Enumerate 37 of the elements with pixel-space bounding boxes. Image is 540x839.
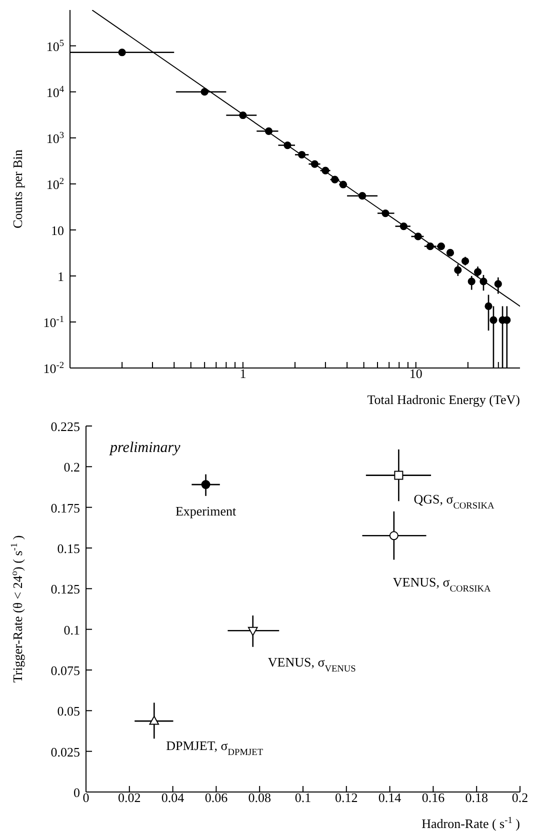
y-tick-label: 0.075 [50,663,80,678]
y-tick-label: 10$^{-1}$ [43,314,64,330]
y-tick-label: 0.1 [64,622,80,638]
y-tick-label: 10$^{5}$ [46,38,64,54]
y-tick-label: 0.125 [50,582,80,597]
y-tick-label: 0.025 [50,744,80,760]
x-tick-label: 0.08 [248,790,271,805]
series-label: Experiment [175,504,236,519]
y-tick-label: 0.225 [50,419,80,434]
y-tick-label: 0.05 [57,704,80,719]
y-tick-label: 0.2 [64,460,80,475]
series-label: VENUS, σ$_{VENUS}$ [268,654,356,675]
y-tick-label: 10 [51,222,64,238]
x-tick-label: 0.02 [118,790,141,805]
x-tick-label: 0.2 [512,790,528,805]
series-label: QGS, σ$_{CORSIKA}$ [414,491,494,512]
y-tick-label: 10$^{3}$ [46,130,64,146]
y-tick-label: 1 [58,268,64,284]
x-tick-label: 0.16 [422,790,446,805]
text: VENUS, σ$_{CORSIKA}$ [392,574,492,595]
x-tick-label: 0.18 [465,790,488,805]
y-tick-label: 0.175 [50,500,80,516]
y-axis-title: Counts per Bin [10,149,25,228]
y-tick-label: 10$^{4}$ [46,84,64,100]
x-axis-title: Total Hadronic Energy (TeV) [367,392,520,407]
y-tick-label: 0.15 [57,541,80,556]
y-tick-label: 10$^{-2}$ [43,361,64,376]
x-tick-label: 0 [82,790,90,805]
annotation: preliminary [110,440,180,457]
series-label: DPMJET, σ$_{DPMJET}$ [166,738,264,758]
x-tick-label: 0.06 [204,790,228,805]
y-tick-label: 10$^{2}$ [46,176,64,192]
x-axis-title: Hadron-Rate ( s$^{-1}$ ) [422,816,520,831]
x-tick-label: 0.14 [378,790,402,805]
x-tick-label: 0.04 [161,790,185,805]
x-tick-label: 0.1 [294,790,312,805]
x-tick-label: 0.12 [335,790,358,805]
